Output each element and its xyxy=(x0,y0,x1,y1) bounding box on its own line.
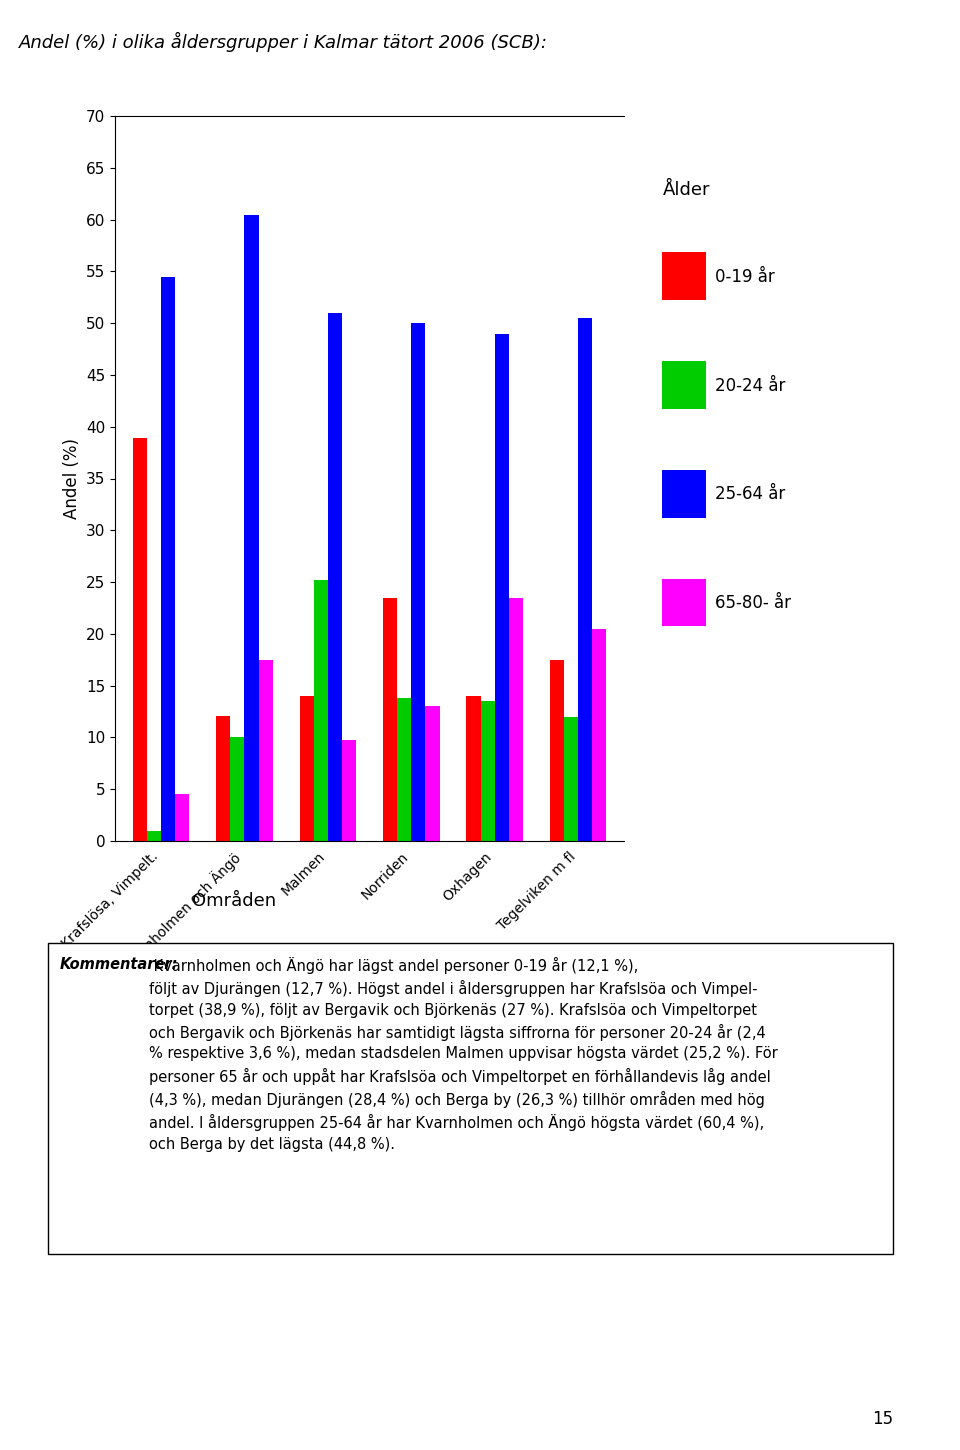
Text: Områden: Områden xyxy=(192,892,276,909)
Bar xyxy=(481,702,494,841)
Bar xyxy=(467,696,481,841)
Bar xyxy=(230,738,245,841)
Bar xyxy=(411,323,425,841)
Bar xyxy=(147,831,161,841)
Bar xyxy=(578,318,592,841)
Text: 0-19 år: 0-19 år xyxy=(715,268,775,286)
Text: 20-24 år: 20-24 år xyxy=(715,377,785,394)
Y-axis label: Andel (%): Andel (%) xyxy=(62,438,81,519)
Bar xyxy=(161,277,176,841)
Text: Oxhagen: Oxhagen xyxy=(441,850,494,903)
Bar xyxy=(245,216,258,841)
Text: 65-80- år: 65-80- år xyxy=(715,594,791,612)
Bar xyxy=(383,597,397,841)
Bar xyxy=(314,580,328,841)
Text: Ålder: Ålder xyxy=(662,181,709,199)
Bar xyxy=(509,597,523,841)
Text: Andel (%) i olika åldersgrupper i Kalmar tätort 2006 (SCB):: Andel (%) i olika åldersgrupper i Kalmar… xyxy=(19,32,548,52)
Bar xyxy=(342,740,356,841)
Bar xyxy=(258,660,273,841)
Bar xyxy=(300,696,314,841)
Bar xyxy=(216,716,230,841)
Text: Norriden: Norriden xyxy=(359,850,411,902)
Bar xyxy=(494,334,509,841)
Bar xyxy=(328,313,342,841)
Text: Tegelviken m fl: Tegelviken m fl xyxy=(494,850,578,932)
Text: 25-64 år: 25-64 år xyxy=(715,486,785,503)
Bar xyxy=(132,438,147,841)
Text: 15: 15 xyxy=(872,1411,893,1428)
Text: Krafslösa, Vimpelt.: Krafslösa, Vimpelt. xyxy=(60,850,161,951)
Bar xyxy=(592,629,607,841)
Bar xyxy=(176,795,189,841)
Text: Kvarnholmen och Ängö har lägst andel personer 0-19 år (12,1 %),
följt av Djuräng: Kvarnholmen och Ängö har lägst andel per… xyxy=(149,957,778,1151)
Bar xyxy=(425,706,440,841)
Text: Kvarnholmen och Ängö: Kvarnholmen och Ängö xyxy=(119,850,245,974)
Bar xyxy=(550,660,564,841)
Bar xyxy=(397,697,411,841)
Text: Kommentarer:: Kommentarer: xyxy=(60,957,178,972)
Text: Malmen: Malmen xyxy=(279,850,328,899)
Bar xyxy=(564,716,578,841)
